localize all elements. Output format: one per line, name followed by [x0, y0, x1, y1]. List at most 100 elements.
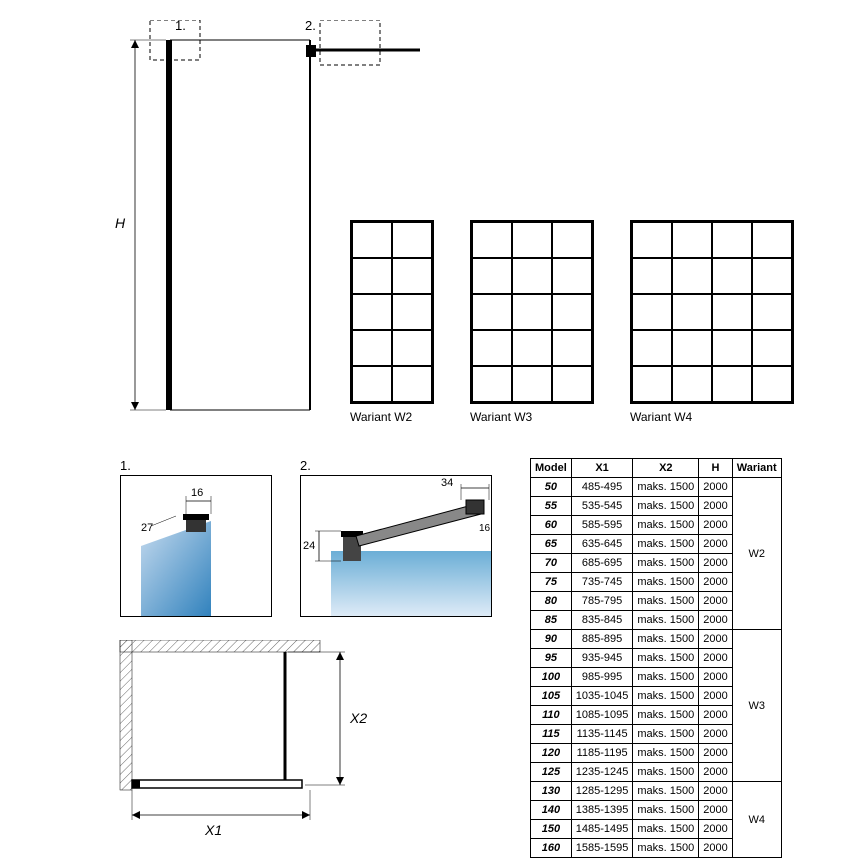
table-cell: 1235-1245	[571, 763, 633, 782]
table-cell: 2000	[699, 725, 732, 744]
detail-2-panel: 34 24 16	[300, 475, 492, 617]
table-cell: 2000	[699, 478, 732, 497]
table-cell: 835-845	[571, 611, 633, 630]
table-cell: maks. 1500	[633, 573, 699, 592]
table-cell: maks. 1500	[633, 725, 699, 744]
table-cell: 1385-1395	[571, 801, 633, 820]
variant-label: Wariant W3	[470, 410, 594, 424]
table-cell: 95	[531, 649, 572, 668]
svg-text:16: 16	[479, 523, 491, 534]
table-cell: maks. 1500	[633, 478, 699, 497]
table-cell: 935-945	[571, 649, 633, 668]
table-cell: 535-545	[571, 497, 633, 516]
table-cell: 85	[531, 611, 572, 630]
table-cell: 2000	[699, 820, 732, 839]
table-cell: 125	[531, 763, 572, 782]
table-cell: 2000	[699, 516, 732, 535]
table-header: Model	[531, 459, 572, 478]
table-header: X2	[633, 459, 699, 478]
dim-x2: X2	[350, 710, 367, 726]
table-cell: 685-695	[571, 554, 633, 573]
table-cell: 70	[531, 554, 572, 573]
table-cell: 2000	[699, 497, 732, 516]
table-cell: 160	[531, 839, 572, 858]
wariant-cell: W2	[732, 478, 781, 630]
table-cell: 2000	[699, 649, 732, 668]
table-cell: maks. 1500	[633, 592, 699, 611]
table-cell: 2000	[699, 592, 732, 611]
table-cell: maks. 1500	[633, 687, 699, 706]
table-cell: 735-745	[571, 573, 633, 592]
table-cell: 1135-1145	[571, 725, 633, 744]
table-cell: maks. 1500	[633, 668, 699, 687]
table-cell: 75	[531, 573, 572, 592]
table-cell: 2000	[699, 630, 732, 649]
table-cell: 2000	[699, 687, 732, 706]
detail-1-panel: 16 27	[120, 475, 272, 617]
variant-wariant-w3: Wariant W3	[470, 220, 594, 424]
table-row: 50485-495maks. 15002000W2	[531, 478, 782, 497]
table-cell: 60	[531, 516, 572, 535]
table-cell: 140	[531, 801, 572, 820]
table-header: X1	[571, 459, 633, 478]
table-cell: maks. 1500	[633, 782, 699, 801]
table-cell: maks. 1500	[633, 649, 699, 668]
table-cell: 2000	[699, 668, 732, 687]
table-cell: 120	[531, 744, 572, 763]
table-cell: 100	[531, 668, 572, 687]
table-header: Wariant	[732, 459, 781, 478]
detail-2-label: 2.	[300, 458, 311, 473]
svg-text:27: 27	[141, 522, 153, 534]
svg-text:24: 24	[303, 540, 315, 552]
table-cell: 1585-1595	[571, 839, 633, 858]
svg-text:34: 34	[441, 477, 453, 489]
table-cell: 1485-1495	[571, 820, 633, 839]
table-cell: 885-895	[571, 630, 633, 649]
table-cell: 90	[531, 630, 572, 649]
table-cell: maks. 1500	[633, 497, 699, 516]
table-cell: 2000	[699, 611, 732, 630]
table-cell: 115	[531, 725, 572, 744]
table-cell: 485-495	[571, 478, 633, 497]
table-cell: 785-795	[571, 592, 633, 611]
table-cell: maks. 1500	[633, 535, 699, 554]
table-cell: 1085-1095	[571, 706, 633, 725]
table-cell: 2000	[699, 782, 732, 801]
callout-1: 1.	[175, 18, 186, 33]
table-cell: 1285-1295	[571, 782, 633, 801]
table-cell: maks. 1500	[633, 630, 699, 649]
table-cell: 150	[531, 820, 572, 839]
table-cell: 1185-1195	[571, 744, 633, 763]
svg-text:16: 16	[191, 487, 203, 499]
table-cell: maks. 1500	[633, 801, 699, 820]
table-cell: 65	[531, 535, 572, 554]
variant-wariant-w2: Wariant W2	[350, 220, 434, 424]
table-cell: 2000	[699, 535, 732, 554]
variant-label: Wariant W4	[630, 410, 794, 424]
table-cell: 110	[531, 706, 572, 725]
variant-wariant-w4: Wariant W4	[630, 220, 794, 424]
table-cell: 2000	[699, 744, 732, 763]
table-cell: 1035-1045	[571, 687, 633, 706]
dim-h-label: H	[115, 215, 125, 231]
plan-view	[110, 640, 390, 840]
table-cell: 130	[531, 782, 572, 801]
table-header: H	[699, 459, 732, 478]
table-cell: 2000	[699, 573, 732, 592]
callout-2: 2.	[305, 18, 316, 33]
wariant-cell: W4	[732, 782, 781, 858]
table-row: 90885-895maks. 15002000W3	[531, 630, 782, 649]
table-cell: 80	[531, 592, 572, 611]
detail-1-label: 1.	[120, 458, 131, 473]
main-elevation-diagram: 1. 2.	[110, 20, 390, 430]
variant-label: Wariant W2	[350, 410, 434, 424]
table-cell: 585-595	[571, 516, 633, 535]
table-cell: 2000	[699, 839, 732, 858]
table-cell: 985-995	[571, 668, 633, 687]
spec-table: ModelX1X2HWariant 50485-495maks. 1500200…	[530, 458, 782, 858]
table-cell: maks. 1500	[633, 744, 699, 763]
table-cell: maks. 1500	[633, 839, 699, 858]
table-cell: maks. 1500	[633, 763, 699, 782]
table-cell: 50	[531, 478, 572, 497]
table-cell: maks. 1500	[633, 554, 699, 573]
